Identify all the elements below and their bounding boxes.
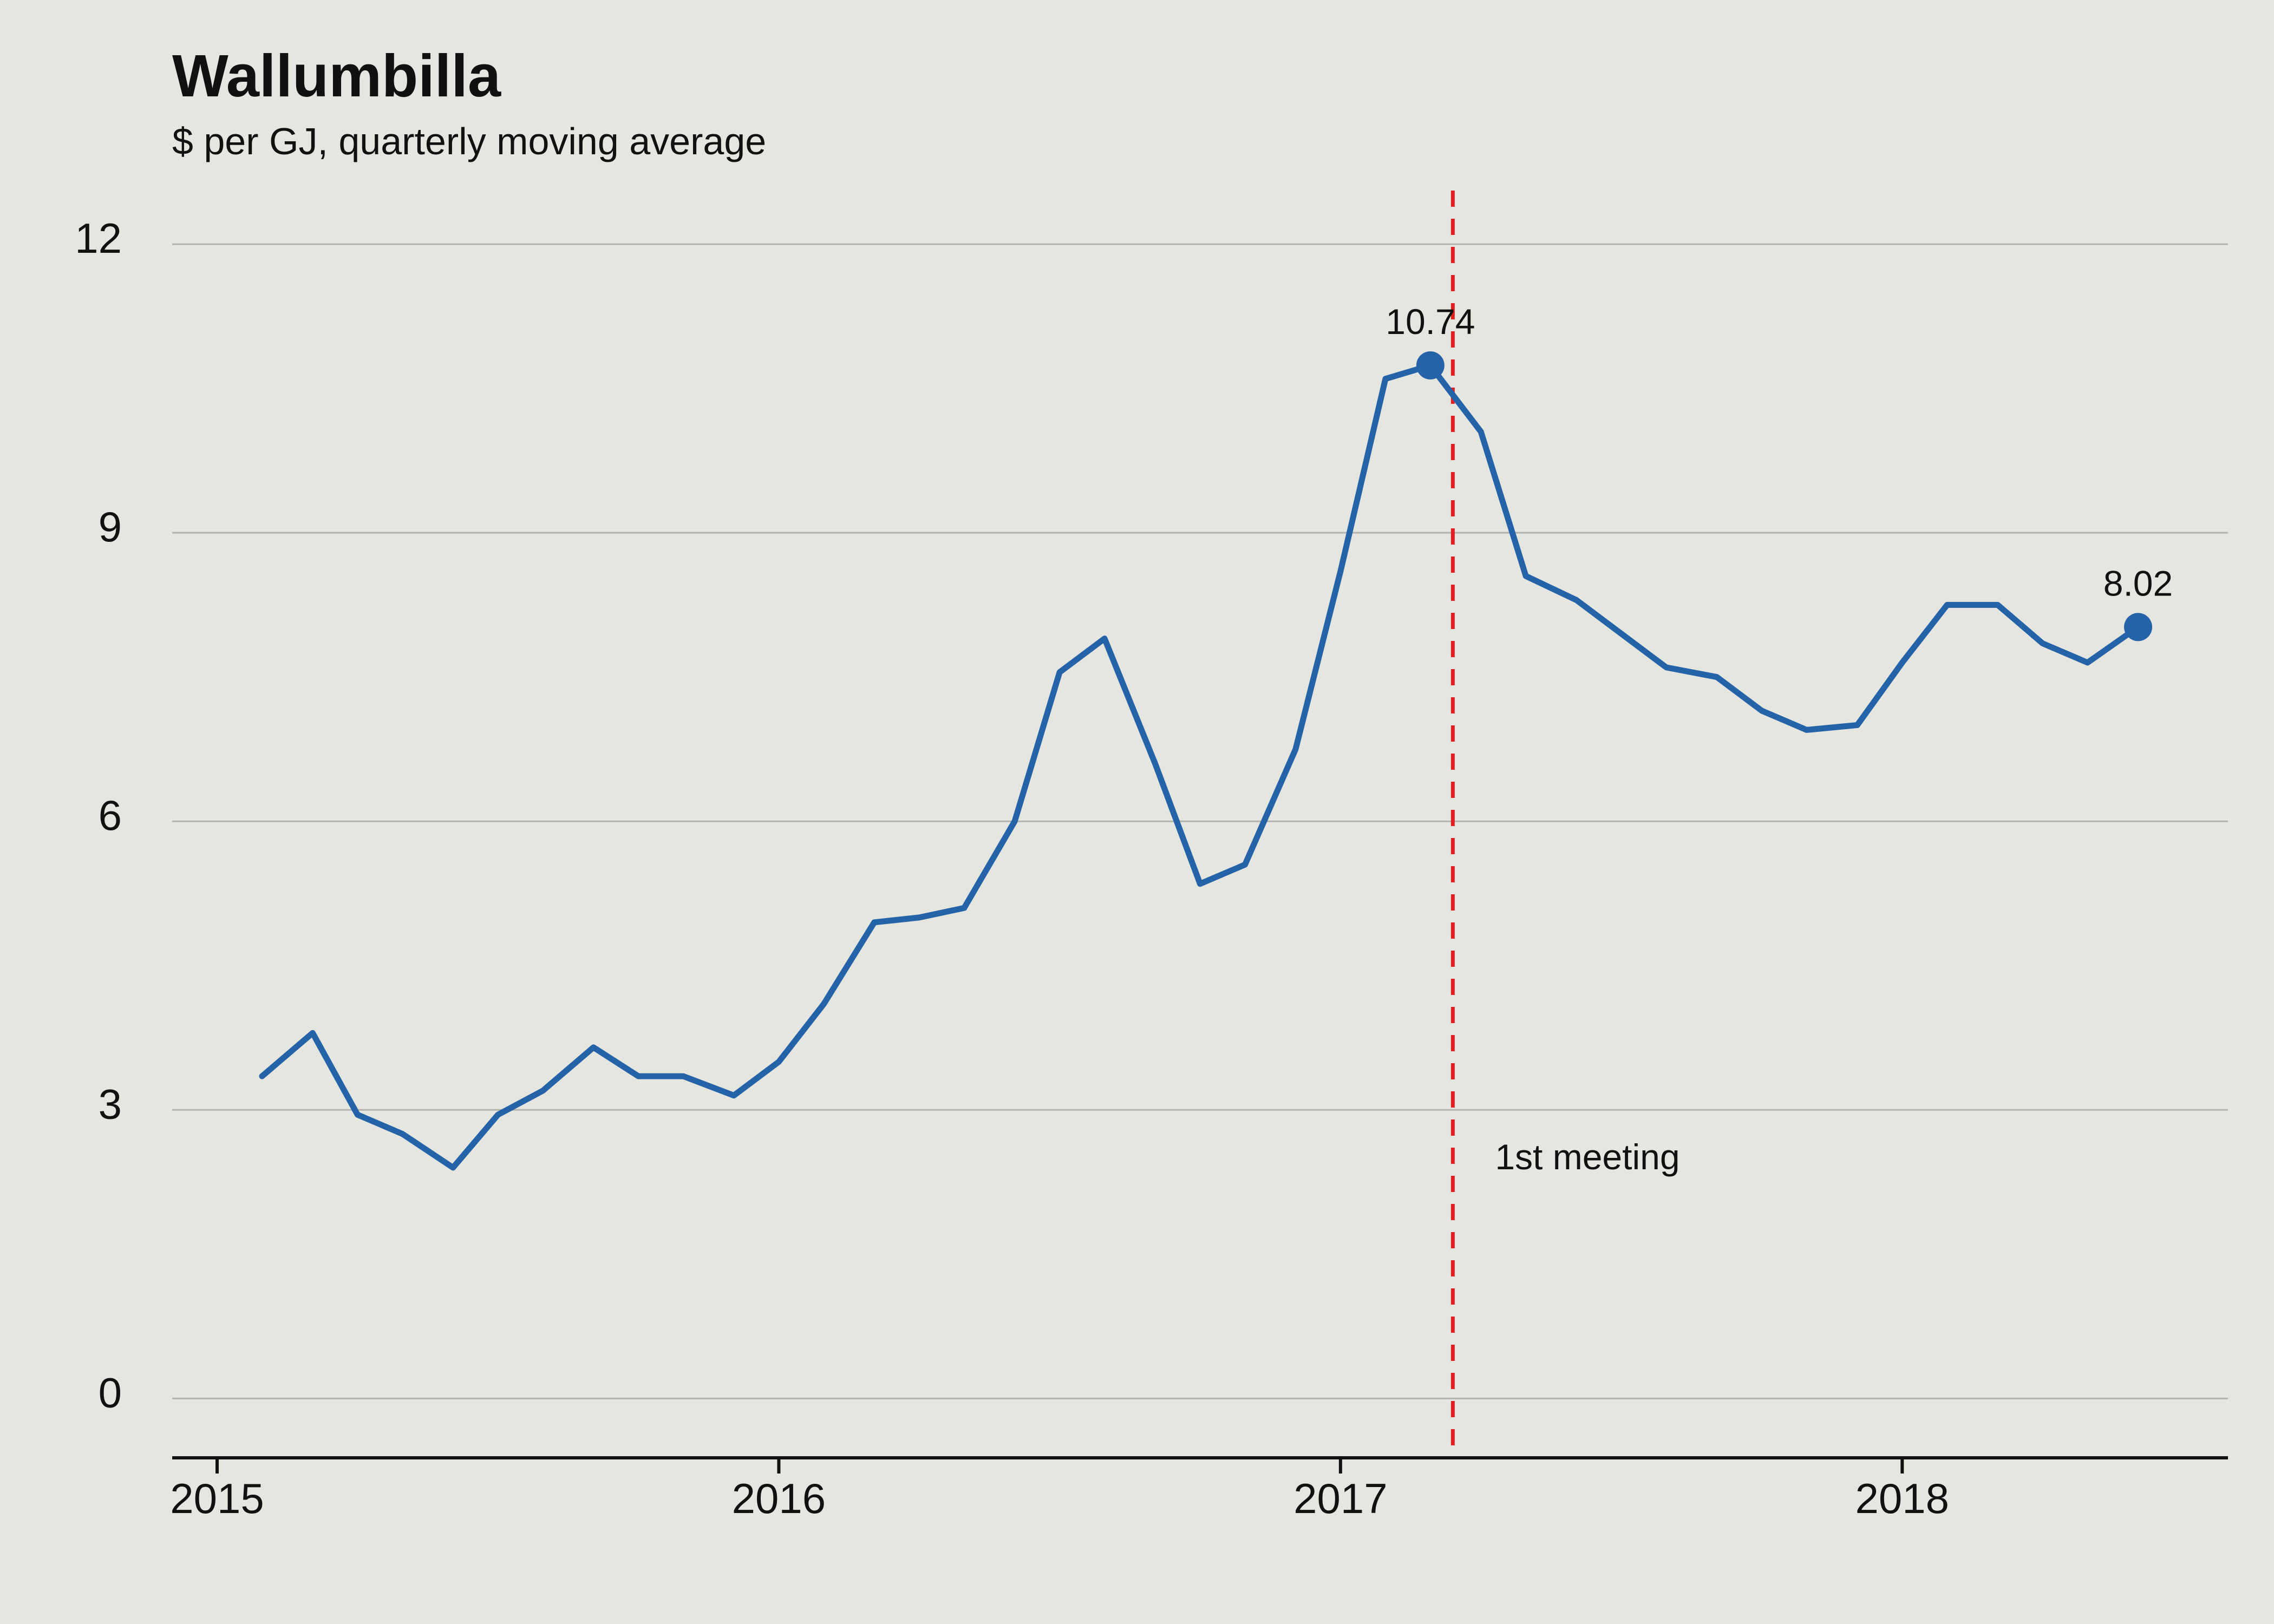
x-tick-label: 2018 xyxy=(1855,1475,1950,1522)
annotation-label: 1st meeting xyxy=(1495,1137,1680,1177)
y-tick-label: 6 xyxy=(99,791,122,839)
annotation-layer: 1st meeting xyxy=(1450,191,1680,1456)
x-tick-label: 2015 xyxy=(170,1475,264,1522)
y-tick-label: 0 xyxy=(99,1368,122,1416)
grid-layer xyxy=(172,243,2228,1399)
x-axis-ticks: 2015 2016 2017 2018 xyxy=(170,1456,2228,1522)
data-label: 8.02 xyxy=(2103,563,2173,603)
chart-subtitle: $ per GJ, quarterly moving average xyxy=(172,120,766,162)
x-tick-label: 2016 xyxy=(732,1475,826,1522)
series-line xyxy=(259,362,2141,1171)
y-tick-label: 3 xyxy=(99,1080,122,1128)
data-label: 10.74 xyxy=(1386,302,1475,342)
highlight-points: 10.74 8.02 xyxy=(1386,302,2173,641)
highlight-point xyxy=(1416,351,1445,379)
chart-title: Wallumbilla xyxy=(172,43,501,109)
x-tick-label: 2017 xyxy=(1293,1475,1388,1522)
y-tick-label: 12 xyxy=(75,214,122,262)
y-tick-label: 9 xyxy=(99,503,122,551)
series-layer xyxy=(259,362,2141,1171)
highlight-point xyxy=(2124,613,2153,641)
y-axis-ticks: 0 3 6 9 12 xyxy=(75,214,122,1416)
